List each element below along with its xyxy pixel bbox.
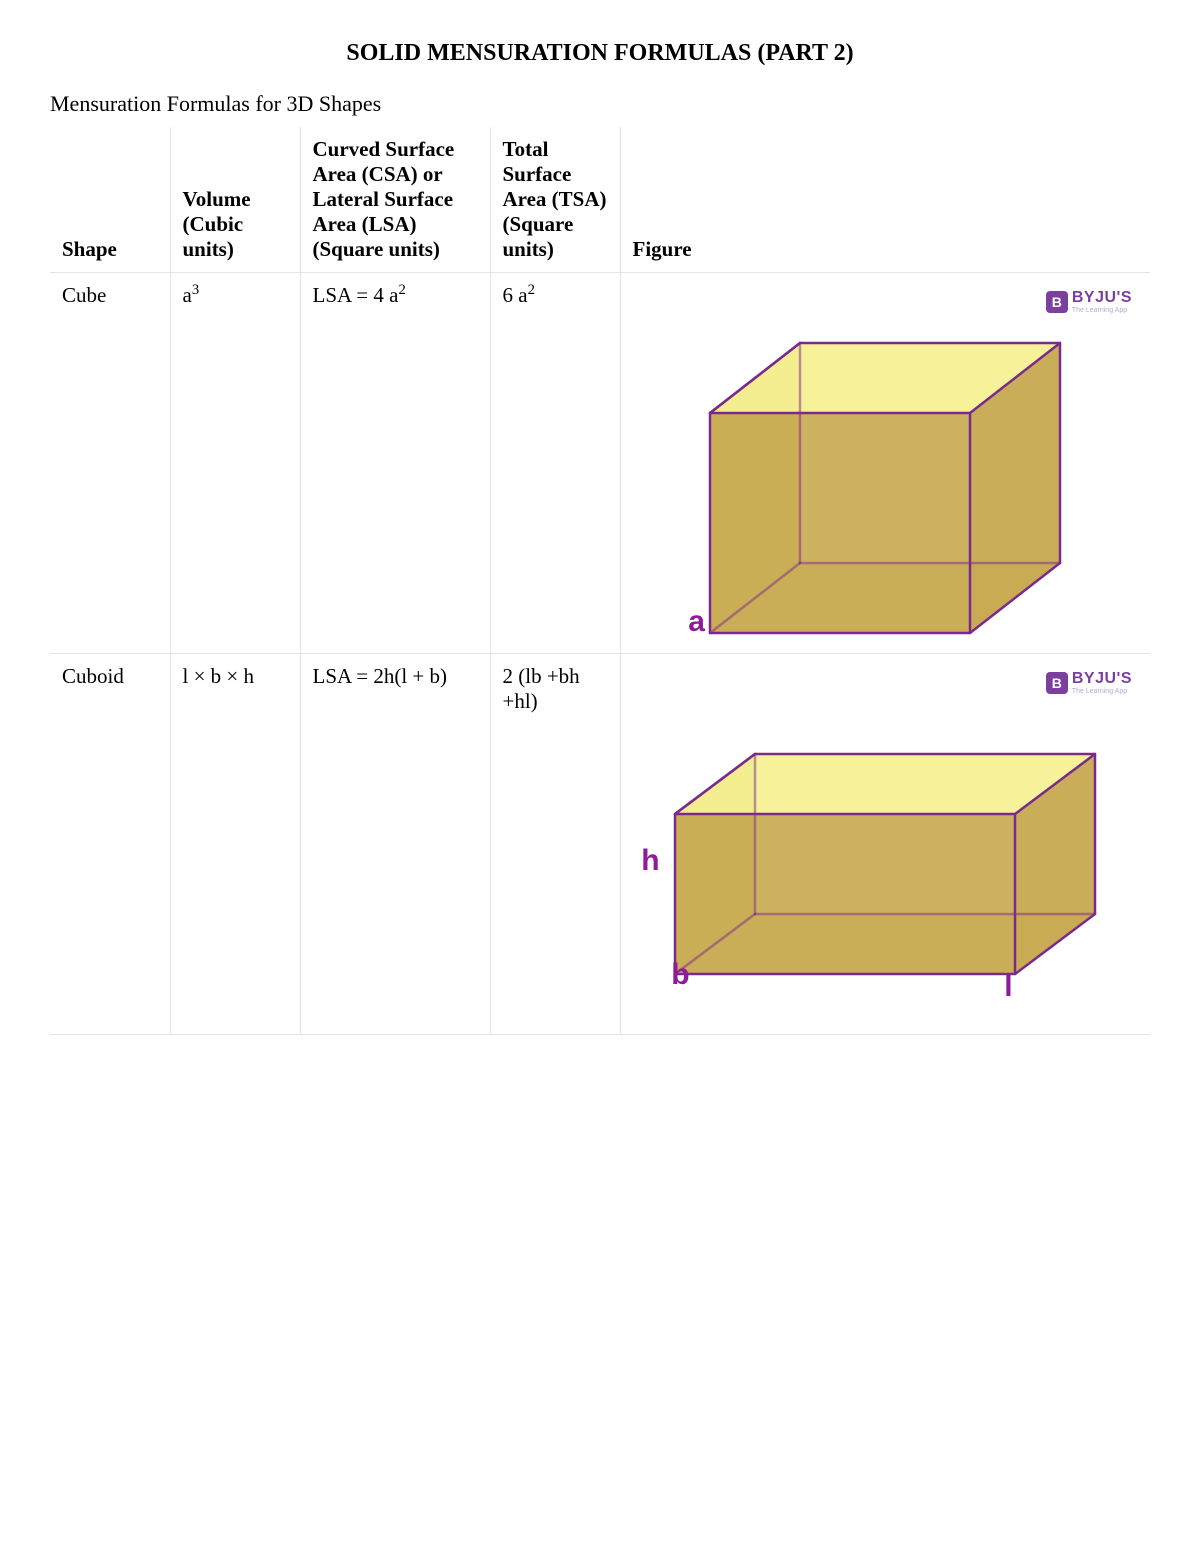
cuboid-label-h: h	[641, 844, 659, 878]
cell-figure: B BYJU'S The Learning App	[620, 273, 1150, 654]
figure-cube: B BYJU'S The Learning App	[633, 283, 1139, 643]
cuboid-label-l: l	[1004, 970, 1012, 1004]
th-shape: Shape	[50, 127, 170, 273]
byjus-logo-sub: The Learning App	[1072, 307, 1132, 314]
figure-cuboid: B BYJU'S The Learning App	[633, 664, 1139, 1024]
table-row: Cube a3 LSA = 4 a2 6 a2 B BYJU'S The Lea…	[50, 273, 1150, 654]
cell-figure: B BYJU'S The Learning App	[620, 654, 1150, 1035]
byjus-logo: B BYJU'S The Learning App	[1046, 670, 1132, 695]
table-row: Cuboid l × b × h LSA = 2h(l + b) 2 (lb +…	[50, 654, 1150, 1035]
cell-volume: a3	[170, 273, 300, 654]
th-tsa: Total Surface Area (TSA) (Square units)	[490, 127, 620, 273]
byjus-logo-sub: The Learning App	[1072, 688, 1132, 695]
th-csa: Curved Surface Area (CSA) or Lateral Sur…	[300, 127, 490, 273]
cell-shape: Cuboid	[50, 654, 170, 1035]
byjus-logo: B BYJU'S The Learning App	[1046, 289, 1132, 314]
th-volume: Volume (Cubic units)	[170, 127, 300, 273]
byjus-badge-icon: B	[1046, 672, 1068, 694]
cell-shape: Cube	[50, 273, 170, 654]
subtitle: Mensuration Formulas for 3D Shapes	[50, 91, 1150, 117]
cell-csa: LSA = 4 a2	[300, 273, 490, 654]
formulas-table: Shape Volume (Cubic units) Curved Surfac…	[50, 127, 1150, 1035]
th-figure: Figure	[620, 127, 1150, 273]
byjus-logo-text: BYJU'S	[1072, 289, 1132, 307]
cell-csa: LSA = 2h(l + b)	[300, 654, 490, 1035]
cell-tsa: 2 (lb +bh +hl)	[490, 654, 620, 1035]
cuboid-label-b: b	[671, 958, 689, 992]
cell-tsa: 6 a2	[490, 273, 620, 654]
page-title: SOLID MENSURATION FORMULAS (PART 2)	[50, 40, 1150, 67]
cell-volume: l × b × h	[170, 654, 300, 1035]
byjus-logo-text: BYJU'S	[1072, 670, 1132, 688]
cube-label-a: a	[688, 605, 705, 639]
byjus-badge-icon: B	[1046, 291, 1068, 313]
table-header-row: Shape Volume (Cubic units) Curved Surfac…	[50, 127, 1150, 273]
